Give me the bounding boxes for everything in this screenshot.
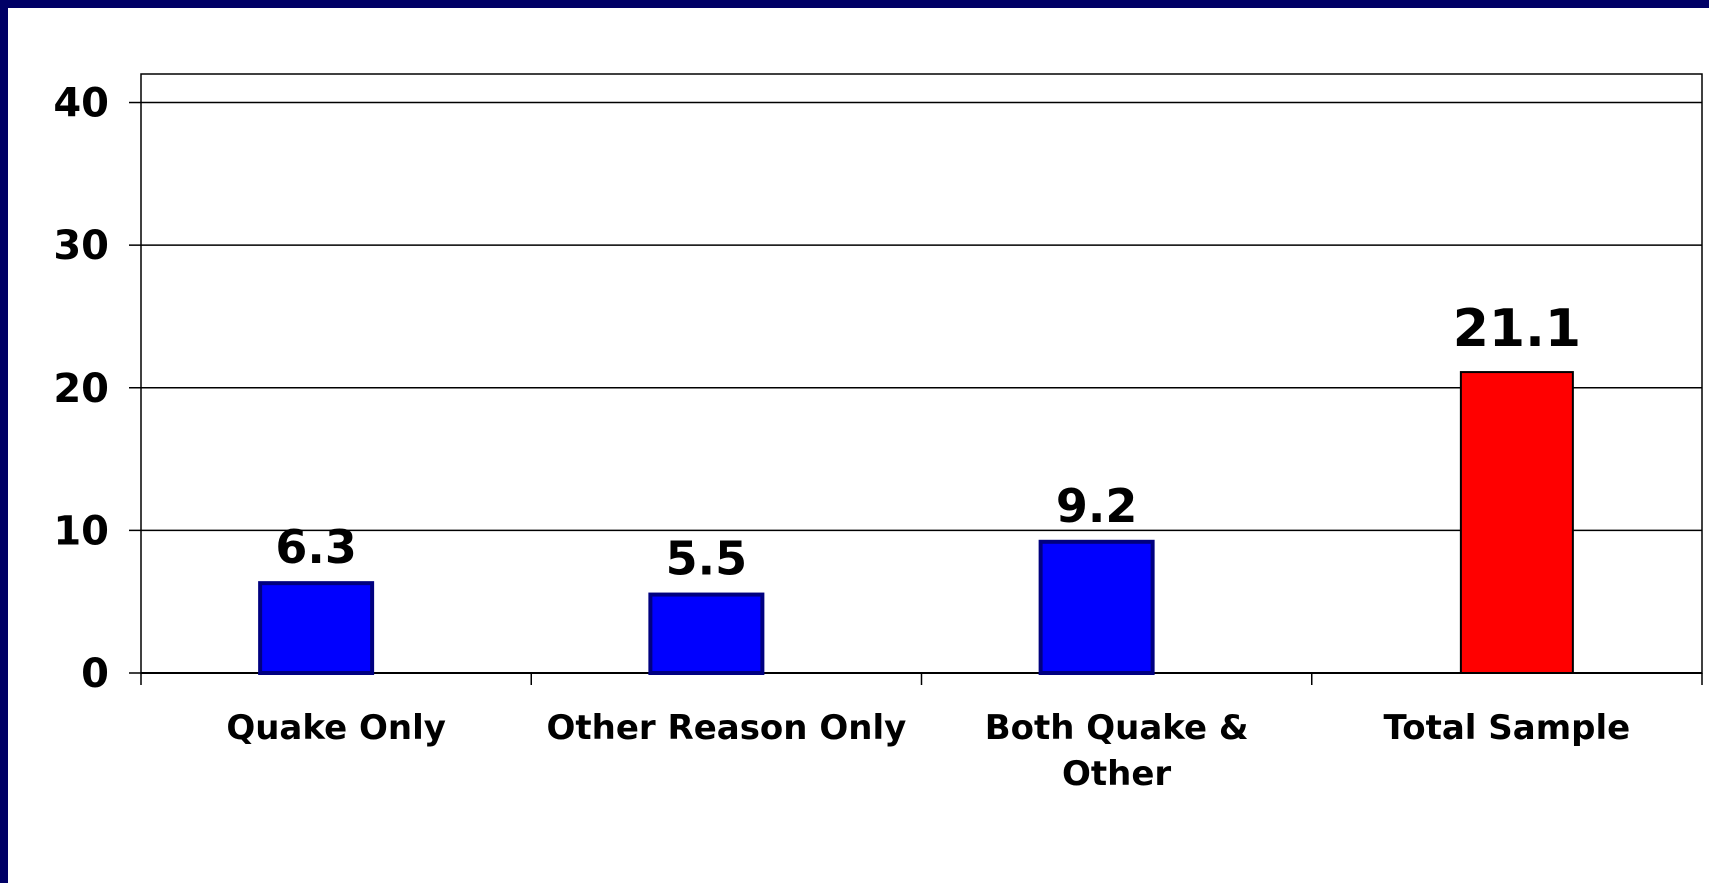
data-label-2: 5.5 (666, 532, 748, 586)
data-label-3: 9.2 (1056, 479, 1138, 533)
gridlines (141, 101, 1702, 532)
chart-frame: 0 10 20 30 40 6.3 5.5 9.2 21.1 Quake Only Other Re… (8, 8, 1709, 883)
bar-1 (258, 581, 375, 676)
category-label-line: Both Quake & (985, 708, 1249, 748)
category-label-line: Total Sample (1384, 708, 1631, 748)
y-tick-label: 0 (81, 651, 109, 697)
bar-4 (1459, 371, 1574, 674)
bar-2 (648, 592, 765, 675)
bar-3 (1038, 539, 1155, 675)
y-tick-label: 30 (53, 223, 109, 269)
axes (129, 73, 1703, 685)
category-label-2: Other Reason Only (546, 708, 906, 748)
category-label-4: Total Sample (1384, 708, 1631, 748)
data-label-1: 6.3 (275, 520, 357, 574)
y-tick-label: 40 (53, 81, 109, 127)
bars (258, 371, 1574, 676)
y-tick-label: 10 (53, 508, 109, 554)
bar-chart: 0 10 20 30 40 6.3 5.5 9.2 21.1 Quake Only Other Re… (53, 73, 1703, 794)
category-label-line: Other (1062, 754, 1171, 794)
category-label-line: Quake Only (226, 708, 446, 748)
y-tick-label: 20 (53, 366, 109, 412)
category-label-3: Both Quake & Other (985, 708, 1249, 794)
data-label-4: 21.1 (1453, 299, 1581, 359)
category-label-line: Other Reason Only (546, 708, 906, 748)
labels: 0 10 20 30 40 6.3 5.5 9.2 21.1 Quake Only Other Re… (53, 81, 1630, 794)
category-label-1: Quake Only (226, 708, 446, 748)
